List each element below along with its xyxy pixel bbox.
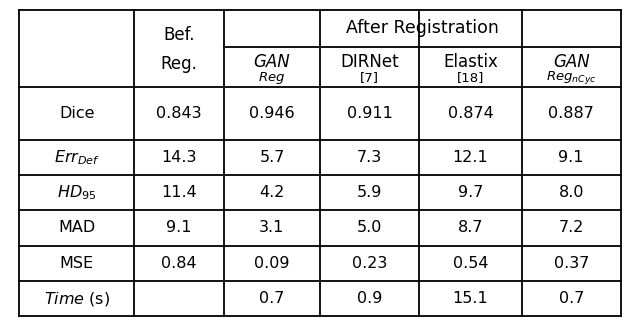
Text: $\mathit{HD}_{95}$: $\mathit{HD}_{95}$ <box>57 183 97 202</box>
Text: 0.84: 0.84 <box>161 256 197 271</box>
Text: [7]: [7] <box>360 71 379 84</box>
Text: 4.2: 4.2 <box>259 185 285 200</box>
Text: 0.54: 0.54 <box>452 256 488 271</box>
Text: 0.843: 0.843 <box>156 106 202 121</box>
Text: 0.23: 0.23 <box>352 256 387 271</box>
Text: 0.37: 0.37 <box>554 256 589 271</box>
Text: 0.911: 0.911 <box>347 106 392 121</box>
Text: GAN: GAN <box>253 53 291 71</box>
Text: Reg.: Reg. <box>161 55 198 73</box>
Text: 5.7: 5.7 <box>259 150 285 165</box>
Text: $\mathit{Reg}$: $\mathit{Reg}$ <box>259 70 285 86</box>
Text: 8.7: 8.7 <box>458 221 483 235</box>
Text: 9.1: 9.1 <box>166 221 192 235</box>
Text: Dice: Dice <box>59 106 95 121</box>
Text: 11.4: 11.4 <box>161 185 197 200</box>
Text: Bef.: Bef. <box>163 26 195 44</box>
Text: 0.946: 0.946 <box>249 106 295 121</box>
Text: 0.7: 0.7 <box>559 291 584 306</box>
Text: 3.1: 3.1 <box>259 221 285 235</box>
Text: 9.1: 9.1 <box>559 150 584 165</box>
Text: MAD: MAD <box>58 221 95 235</box>
Text: 5.0: 5.0 <box>357 221 382 235</box>
Text: MSE: MSE <box>60 256 94 271</box>
Text: 0.9: 0.9 <box>357 291 382 306</box>
Text: GAN: GAN <box>553 53 589 71</box>
Text: 14.3: 14.3 <box>161 150 197 165</box>
Text: 7.3: 7.3 <box>357 150 382 165</box>
Text: 7.2: 7.2 <box>559 221 584 235</box>
Text: 0.887: 0.887 <box>548 106 594 121</box>
Text: 9.7: 9.7 <box>458 185 483 200</box>
Text: 0.7: 0.7 <box>259 291 285 306</box>
Text: 5.9: 5.9 <box>357 185 382 200</box>
Text: 15.1: 15.1 <box>452 291 488 306</box>
Text: $\mathit{Reg_{nCyc}}$: $\mathit{Reg_{nCyc}}$ <box>546 69 596 86</box>
Text: 12.1: 12.1 <box>452 150 488 165</box>
Text: After Registration: After Registration <box>346 19 499 37</box>
Text: 0.874: 0.874 <box>447 106 493 121</box>
Text: DIRNet: DIRNet <box>340 53 399 71</box>
Text: $\mathit{Time}$ (s): $\mathit{Time}$ (s) <box>44 290 110 308</box>
Text: [18]: [18] <box>457 71 484 84</box>
Text: Elastix: Elastix <box>443 53 498 71</box>
Text: $\mathit{Err}_{Def}$: $\mathit{Err}_{Def}$ <box>54 148 100 167</box>
Text: 0.09: 0.09 <box>254 256 290 271</box>
Text: 8.0: 8.0 <box>559 185 584 200</box>
